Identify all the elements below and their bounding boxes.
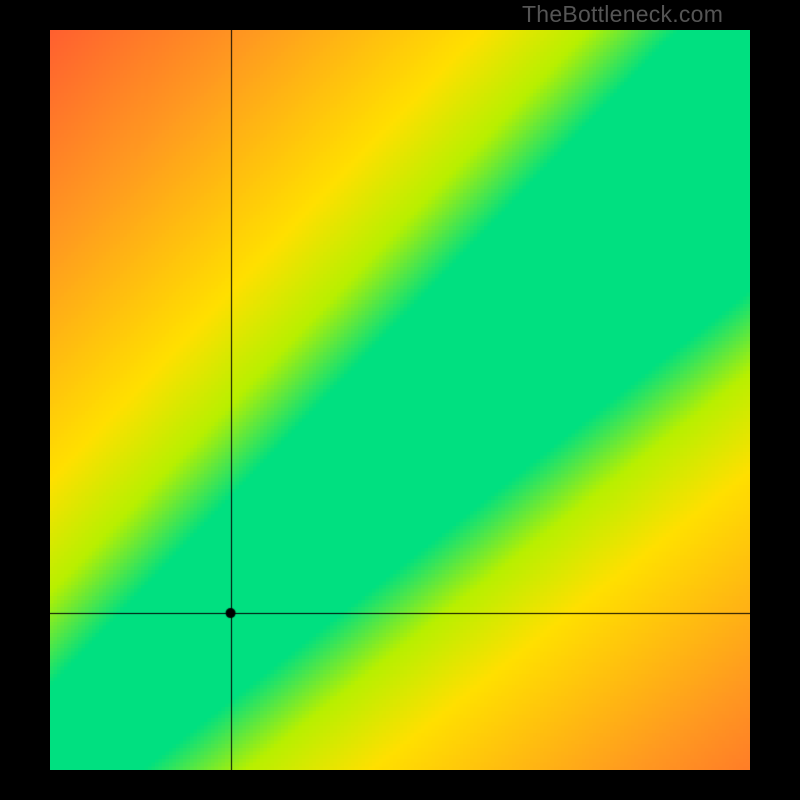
watermark-text: TheBottleneck.com [522,1,723,28]
bottleneck-heatmap [50,30,750,770]
figure-root: TheBottleneck.com [0,0,800,800]
